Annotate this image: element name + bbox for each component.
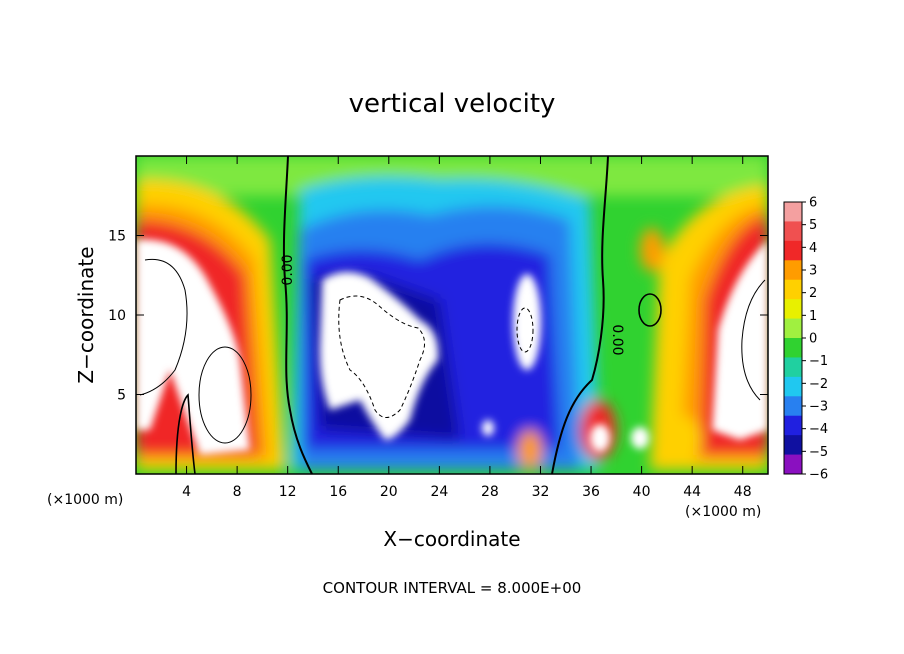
x-tick-label: 48 (734, 484, 752, 500)
x-axis-ticks: 4 8 12 16 20 24 28 32 36 40 44 48 (182, 156, 752, 500)
colorbar-label: −1 (809, 354, 828, 369)
colorbar-swatch (784, 221, 802, 242)
colorbar-label: 0 (809, 332, 817, 347)
colorbar-swatch (784, 279, 802, 300)
colorbar-label: −5 (809, 445, 828, 460)
y-tick-label: 5 (117, 388, 126, 404)
colorbar-swatch (784, 260, 802, 281)
x-tick-label: 12 (279, 484, 297, 500)
colorbar-swatch (784, 435, 802, 456)
colorbar-swatch (784, 299, 802, 320)
contour-label-left: 0.00 (280, 254, 296, 285)
heatmap-field (136, 156, 768, 474)
colorbar-swatch (784, 318, 802, 339)
x-tick-label: 40 (633, 484, 651, 500)
x-tick-label: 36 (582, 484, 600, 500)
colorbar-swatch (784, 415, 802, 436)
colorbar-label: −2 (809, 377, 828, 392)
colorbar-label: −6 (809, 468, 828, 483)
x-axis-label: X−coordinate (383, 527, 520, 551)
y-tick-label: 10 (108, 308, 126, 324)
y-axis-ticks: 5 10 15 (108, 229, 768, 404)
colorbar-swatch (784, 202, 802, 222)
y-axis-label: Z−coordinate (74, 246, 98, 383)
x-tick-label: 20 (380, 484, 398, 500)
colorbar-label: 4 (809, 241, 817, 256)
colorbar-swatch (784, 376, 802, 397)
chart-title: vertical velocity (349, 89, 556, 119)
colorbar-swatch (784, 454, 802, 475)
x-tick-label: 4 (182, 484, 191, 500)
colorbar-swatch (784, 357, 802, 378)
colorbar-label: −3 (809, 400, 828, 415)
colorbar-label: −4 (809, 422, 828, 437)
x-tick-label: 44 (683, 484, 701, 500)
x-tick-label: 28 (481, 484, 499, 500)
colorbar-swatch (784, 396, 802, 417)
colorbar-label: 3 (809, 264, 817, 279)
colorbar-swatch (784, 338, 802, 358)
x-unit-left: (×1000 m) (47, 492, 123, 508)
colorbar-label: 1 (809, 309, 817, 324)
contour-interval-note: CONTOUR INTERVAL = 8.000E+00 (323, 579, 582, 597)
x-tick-label: 32 (532, 484, 550, 500)
y-tick-label: 15 (108, 229, 126, 245)
colorbar-label: 6 (809, 196, 817, 211)
x-unit-right: (×1000 m) (685, 504, 761, 520)
contour-label-right: 0.00 (609, 324, 625, 355)
colorbar: 6 5 4 3 2 1 0 −1 −2 −3 −4 −5 −6 (783, 196, 828, 483)
x-tick-label: 8 (233, 484, 242, 500)
x-tick-label: 16 (329, 484, 347, 500)
colorbar-label: 5 (809, 218, 817, 233)
colorbar-swatch (784, 240, 802, 261)
colorbar-label: 2 (809, 286, 817, 301)
x-tick-label: 24 (430, 484, 448, 500)
